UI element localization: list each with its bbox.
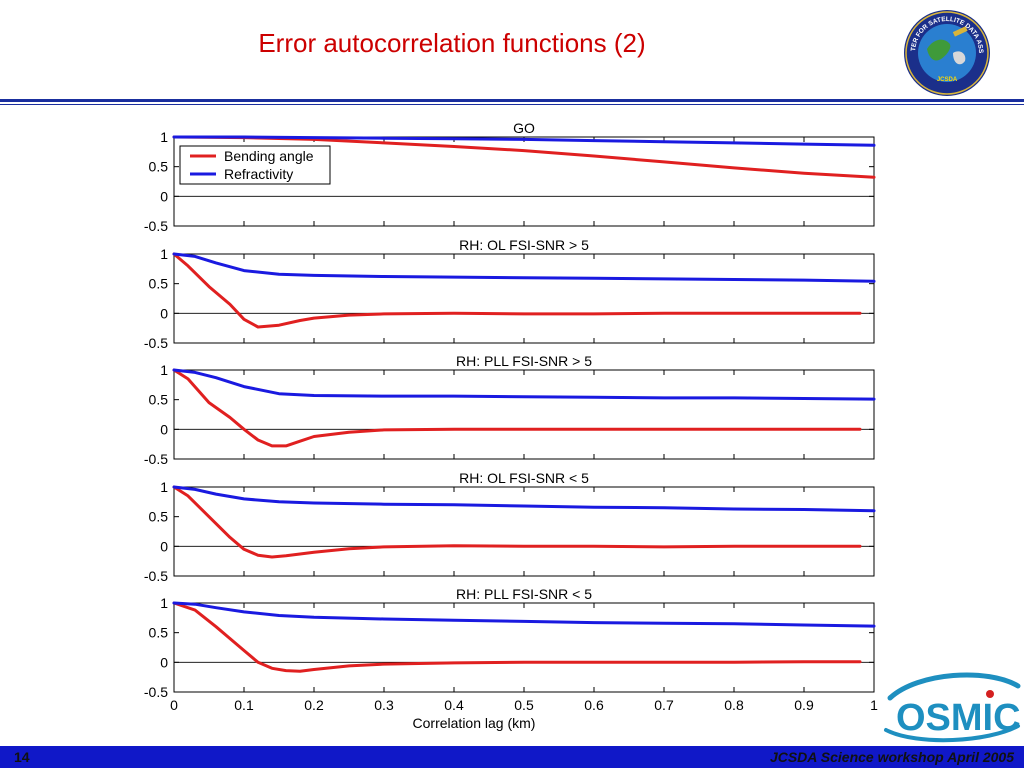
y-tick-label: 0.5	[149, 625, 169, 641]
y-tick-label: 0.5	[149, 159, 169, 175]
x-tick-label: 0.8	[724, 697, 744, 713]
y-tick-label: -0.5	[144, 684, 168, 700]
y-tick-label: 1	[160, 595, 168, 611]
chart-title: RH: OL FSI-SNR > 5	[459, 237, 589, 253]
chart-panel-2: RH: OL FSI-SNR > 5 1 0.5 0 -0.5	[144, 237, 876, 351]
legend-label: Refractivity	[224, 166, 293, 182]
x-tick-label: 0.4	[444, 697, 464, 713]
y-tick-label: 1	[160, 479, 168, 495]
page-number: 14	[14, 749, 30, 765]
chart-title: RH: PLL FSI-SNR < 5	[456, 586, 592, 602]
jcsda-seal-logo: JOINT CENTER FOR SATELLITE DATA ASSIMILA…	[903, 9, 990, 96]
x-axis-label: Correlation lag (km)	[413, 715, 536, 731]
series-line-refractivity	[172, 485, 876, 513]
y-tick-label: -0.5	[144, 335, 168, 351]
footer-event-name: JCSDA Science workshop April 2005	[769, 749, 1014, 765]
x-tick-label: 1	[870, 697, 878, 713]
series-line-bending-angle	[172, 601, 862, 673]
y-tick-label: -0.5	[144, 451, 168, 467]
series-line-bending-angle	[172, 368, 862, 448]
y-tick-label: -0.5	[144, 568, 168, 584]
y-tick-label: 0.5	[149, 276, 169, 292]
x-tick-label: 0.1	[234, 697, 254, 713]
y-tick-label: 0	[160, 421, 168, 437]
x-tick-label: 0	[170, 697, 178, 713]
x-tick-label: 0.5	[514, 697, 534, 713]
y-tick-label: 0	[160, 188, 168, 204]
chart-panel-5: RH: PLL FSI-SNR < 510.50-0.50 0.1 0.2 0.3 0.…	[144, 586, 878, 731]
y-tick-label: 0	[160, 538, 168, 554]
chart-panel-4: RH: OL FSI-SNR < 5 1 0.5 0 -0.5	[144, 470, 876, 584]
x-tick-label: 0.2	[304, 697, 324, 713]
chart-legend: Bending angle Refractivity	[179, 145, 331, 185]
chart-title: RH: OL FSI-SNR < 5	[459, 470, 589, 486]
x-tick-label: 0.9	[794, 697, 814, 713]
series-line-refractivity	[172, 252, 876, 283]
y-tick-label: 0	[160, 654, 168, 670]
legend-box	[179, 145, 331, 185]
y-tick-label: 0.5	[149, 509, 169, 525]
chart-panel-1: GO 1 0.5 0 -0.5 Bending angle Refractivity	[144, 120, 876, 234]
series-line-refractivity	[172, 368, 876, 401]
x-tick-label: 0.6	[584, 697, 604, 713]
x-tick-label: 0.3	[374, 697, 394, 713]
plot-frame	[173, 602, 875, 693]
title-rule	[0, 99, 1024, 102]
series-line-bending-angle	[172, 485, 862, 559]
y-tick-label: 0.5	[149, 392, 169, 408]
y-tick-label: 1	[160, 246, 168, 262]
title-rule-thin	[0, 104, 1024, 105]
y-tick-label: 1	[160, 362, 168, 378]
series-line-refractivity	[172, 601, 876, 628]
legend-label: Bending angle	[224, 148, 314, 164]
chart-panel-3: RH: PLL FSI-SNR > 5 1 0.5 0 -0.5	[144, 353, 876, 467]
series-line-refractivity	[172, 135, 876, 147]
chart-title: RH: PLL FSI-SNR > 5	[456, 353, 592, 369]
y-tick-label: -0.5	[144, 218, 168, 234]
y-tick-label: 0	[160, 305, 168, 321]
slide-title: Error autocorrelation functions (2)	[258, 28, 646, 58]
osmic-wordmark: OSMIC	[896, 697, 1021, 739]
chart-title: GO	[513, 120, 535, 136]
x-tick-label: 0.7	[654, 697, 674, 713]
y-tick-label: 1	[160, 129, 168, 145]
series-line-bending-angle	[172, 252, 862, 329]
seal-inner-text: JCSDA	[937, 77, 958, 83]
osmic-logo: OSMIC	[884, 672, 1021, 743]
plot-frame	[173, 253, 875, 344]
footer-bar: 14 JCSDA Science workshop April 2005	[0, 746, 1024, 768]
